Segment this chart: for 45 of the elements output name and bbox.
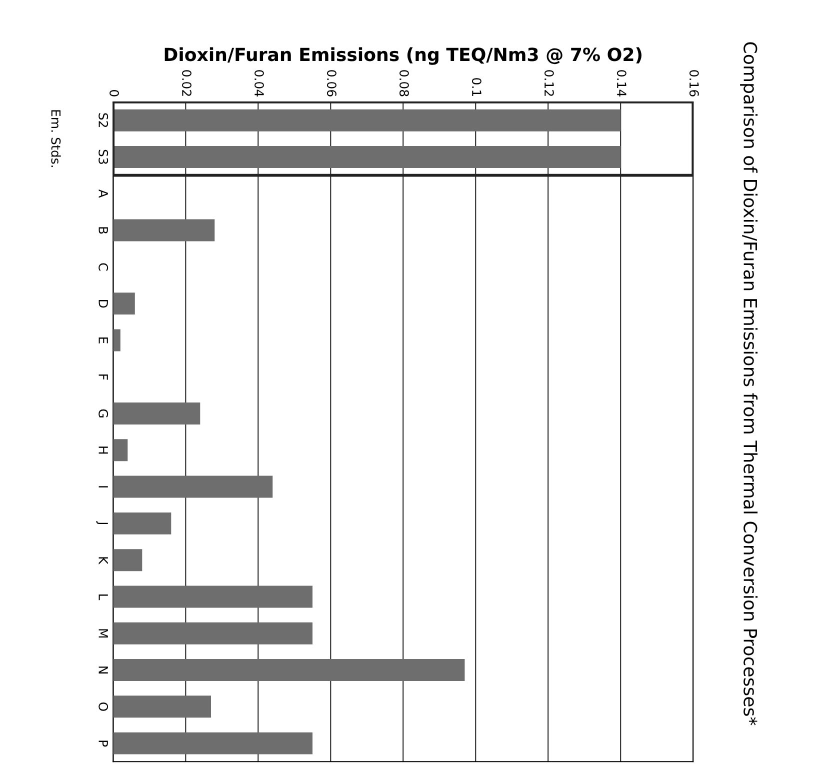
- x-tick-label: 0: [110, 90, 119, 96]
- y-tick-label: S3: [98, 150, 108, 164]
- x-tick-label: 0.06: [326, 70, 336, 96]
- y-tick-label: C: [98, 263, 108, 271]
- x-axis-title: Dioxin/Furan Emissions (ng TEQ/Nm3 @ 7% O2): [164, 47, 642, 65]
- y-tick-label: A: [98, 189, 108, 198]
- bar: [113, 439, 128, 462]
- y-tick-label: B: [98, 227, 108, 234]
- bar: [113, 732, 312, 754]
- y-tick-label: O: [98, 702, 108, 711]
- y-tick-label: L: [98, 594, 108, 600]
- bar: [113, 109, 621, 132]
- y-tick-label: D: [98, 300, 108, 308]
- y-tick-label: F: [98, 374, 108, 380]
- y-tick-label: S2: [98, 113, 108, 128]
- bar: [113, 329, 120, 352]
- x-tick-label: 0.16: [689, 70, 699, 96]
- y-tick-label: P: [98, 740, 108, 747]
- x-tick-label: 0.02: [182, 70, 192, 96]
- x-tick-label: 0.12: [544, 70, 554, 96]
- x-tick-label: 0.04: [254, 70, 264, 96]
- bar: [113, 622, 312, 644]
- y-tick-label: I: [98, 486, 108, 488]
- bar: [113, 549, 142, 572]
- x-tick-label: 0.08: [399, 70, 409, 96]
- y-tick-label: K: [98, 557, 108, 564]
- text: Comparison of Dioxin/Furan Emissions from Thermal Conversion Processes*: [740, 42, 758, 726]
- bar: [113, 219, 215, 242]
- y-tick-label: N: [98, 666, 108, 674]
- bar: [113, 512, 172, 534]
- y-tick-label: M: [98, 629, 108, 638]
- y-tick-label: J: [96, 520, 108, 524]
- bar: [113, 476, 273, 498]
- y-tick-label: H: [98, 446, 108, 454]
- bar: [113, 586, 312, 608]
- bar: [113, 659, 465, 682]
- x-tick-label: 0.1: [472, 78, 482, 96]
- text: Em. Stds.: [51, 110, 61, 167]
- bar: [113, 292, 135, 315]
- bar: [113, 402, 200, 424]
- y-tick-label: E: [98, 337, 108, 344]
- bar: [113, 696, 212, 718]
- y-tick-label: G: [98, 409, 108, 418]
- bar: [113, 146, 621, 168]
- x-tick-label: 0.14: [616, 70, 626, 96]
